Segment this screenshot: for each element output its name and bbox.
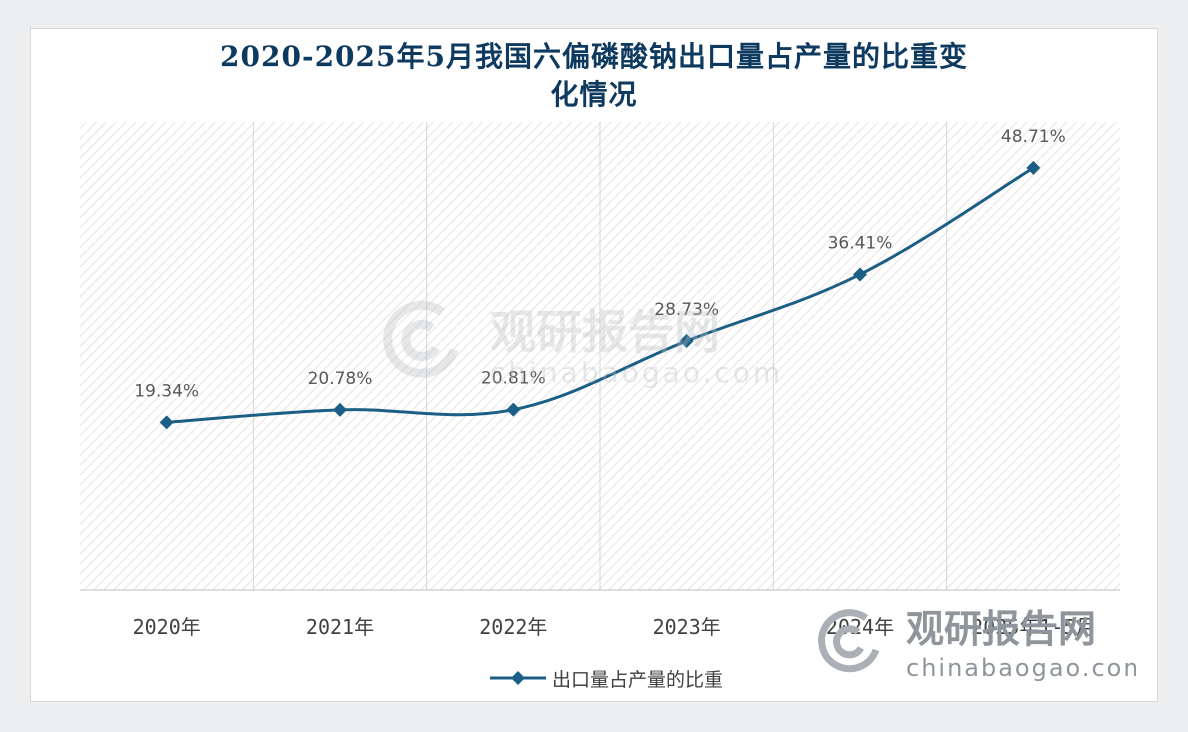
watermark-corner-url-text: chinabaogao.com <box>906 654 1136 682</box>
data-label: 20.81% <box>481 369 546 389</box>
x-tick-label: 2023年 <box>653 615 721 639</box>
data-point-marker <box>159 415 174 430</box>
watermark-corner-logo-icon <box>818 609 880 673</box>
x-tick-label: 2020年 <box>133 615 201 639</box>
watermark-center: 观研报告网 chinabaogao.com <box>383 300 783 389</box>
data-point-marker <box>1026 160 1041 175</box>
data-label: 28.73% <box>654 300 719 320</box>
category-separators <box>252 122 948 590</box>
data-label: 36.41% <box>828 233 893 253</box>
data-labels: 19.34% 20.78% 20.81% 28.73% 36.41% 48.71% <box>134 127 1065 402</box>
data-point-marker <box>853 267 867 282</box>
legend: 出口量占产量的比重 <box>490 664 723 692</box>
data-label: 19.34% <box>134 381 199 401</box>
x-tick-labels: 2020年 2021年 2022年 2023年 2024年 2025年1-5月 <box>133 615 1096 639</box>
data-point-marker <box>333 402 347 417</box>
series-line <box>166 166 1035 424</box>
watermark-corner-logo-text: 观研报告网 <box>906 607 1096 651</box>
x-tick-label: 2025年1-5月 <box>971 615 1095 639</box>
data-point-marker <box>506 402 521 417</box>
x-tick-label: 2021年 <box>306 615 374 639</box>
data-label: 48.71% <box>1001 127 1066 147</box>
data-label: 20.78% <box>308 369 373 389</box>
watermark-url-text: chinabaogao.com <box>490 356 783 389</box>
data-point-marker <box>679 334 694 349</box>
watermark-logo-text: 观研报告网 <box>490 305 720 359</box>
chart-title: 2020-2025年5月我国六偏磷酸钠出口量占产量的比重变 化情况 <box>0 38 1188 114</box>
series-group <box>159 160 1041 430</box>
legend-label: 出口量占产量的比重 <box>552 668 724 691</box>
chart-title-line-1: 2020-2025年5月我国六偏磷酸钠出口量占产量的比重变 <box>220 40 968 73</box>
legend-marker-icon <box>490 671 546 685</box>
watermark-corner: 观研报告网 chinabaogao.com <box>818 607 1136 682</box>
x-tick-label: 2022年 <box>479 615 547 639</box>
watermark-logo-icon <box>383 300 459 378</box>
chart-title-line-2: 化情况 <box>550 78 638 111</box>
